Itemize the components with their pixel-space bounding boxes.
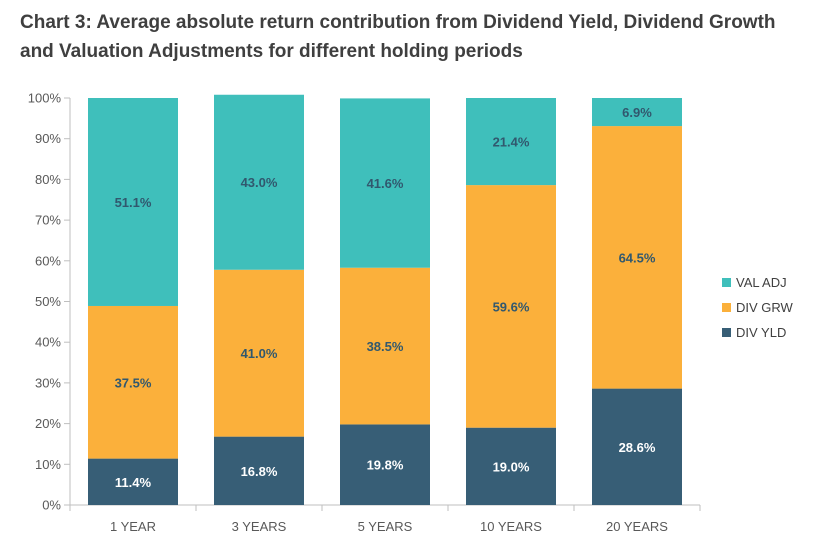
y-tick-label: 20% (35, 416, 61, 431)
legend-label-div-yld: DIV YLD (736, 325, 786, 340)
bar-segment-val-adj (214, 94, 304, 270)
y-tick-label: 90% (35, 131, 61, 146)
y-tick-label: 80% (35, 172, 61, 187)
x-tick-label: 20 YEARS (606, 519, 668, 534)
legend-swatch-val-adj (722, 278, 731, 287)
bar-segment-div-yld (340, 424, 430, 505)
legend-label-div-grw: DIV GRW (736, 300, 794, 315)
x-tick-label: 5 YEARS (358, 519, 413, 534)
chart-title: Chart 3: Average absolute return contrib… (20, 12, 776, 62)
data-label-div-yld: 19.8% (367, 458, 404, 473)
data-label-div-yld: 11.4% (115, 475, 152, 490)
bar-segment-div-grw (592, 126, 682, 389)
data-label-val-adj: 41.6% (367, 176, 404, 191)
y-tick-label: 30% (35, 375, 61, 390)
data-label-val-adj: 21.4% (493, 135, 530, 150)
y-tick-label: 50% (35, 294, 61, 309)
bar-segment-div-yld (592, 388, 682, 505)
data-label-div-yld: 16.8% (241, 464, 278, 479)
y-tick-label: 60% (35, 253, 61, 268)
legend-label-val-adj: VAL ADJ (736, 275, 787, 290)
y-tick-label: 0% (42, 498, 61, 513)
y-tick-label: 10% (35, 457, 61, 472)
bar-segment-div-yld (466, 427, 556, 505)
bar-segment-val-adj (340, 98, 430, 268)
axes: 0% 10% 20% 30% 40% 50% 60% 70% 80% 90% 100% 1 YEAR 3… (28, 91, 701, 534)
y-tick-label: 40% (35, 335, 61, 350)
bar-segment-val-adj (466, 98, 556, 186)
data-label-div-yld: 28.6% (619, 440, 656, 455)
bar-segment-div-grw (466, 185, 556, 428)
y-tick-label: 70% (35, 213, 61, 228)
data-label-val-adj: 51.1% (115, 195, 152, 210)
bar-segment-div-yld (214, 436, 304, 505)
bar-segment-div-grw (214, 269, 304, 437)
legend-swatch-div-yld (722, 328, 731, 337)
data-label-div-grw: 41.0% (241, 346, 278, 361)
data-label-div-grw: 64.5% (619, 250, 656, 265)
data-label-val-adj: 43.0% (241, 175, 278, 190)
data-label-div-grw: 59.6% (493, 299, 530, 314)
x-tick-label: 1 YEAR (110, 519, 156, 534)
bar-segment-div-grw (88, 305, 178, 459)
data-label-div-yld: 19.0% (493, 459, 530, 474)
bar-segment-val-adj (592, 98, 682, 127)
bar-segment-div-yld (88, 458, 178, 505)
data-label-div-grw: 37.5% (115, 375, 152, 390)
bars (88, 94, 682, 505)
x-tick-label: 10 YEARS (480, 519, 542, 534)
bar-segment-val-adj (88, 98, 178, 306)
x-tick-label: 3 YEARS (232, 519, 287, 534)
legend: VAL ADJ DIV GRW DIV YLD (722, 275, 794, 340)
legend-swatch-div-grw (722, 303, 731, 312)
y-tick-label: 100% (28, 91, 62, 106)
bar-segment-div-grw (340, 267, 430, 425)
data-labels: 11.4% 37.5% 51.1% 16.8% 41.0% 43.0% 19.8% 38.5%… (115, 105, 656, 490)
data-label-div-grw: 38.5% (367, 339, 404, 354)
data-label-val-adj: 6.9% (622, 105, 652, 120)
